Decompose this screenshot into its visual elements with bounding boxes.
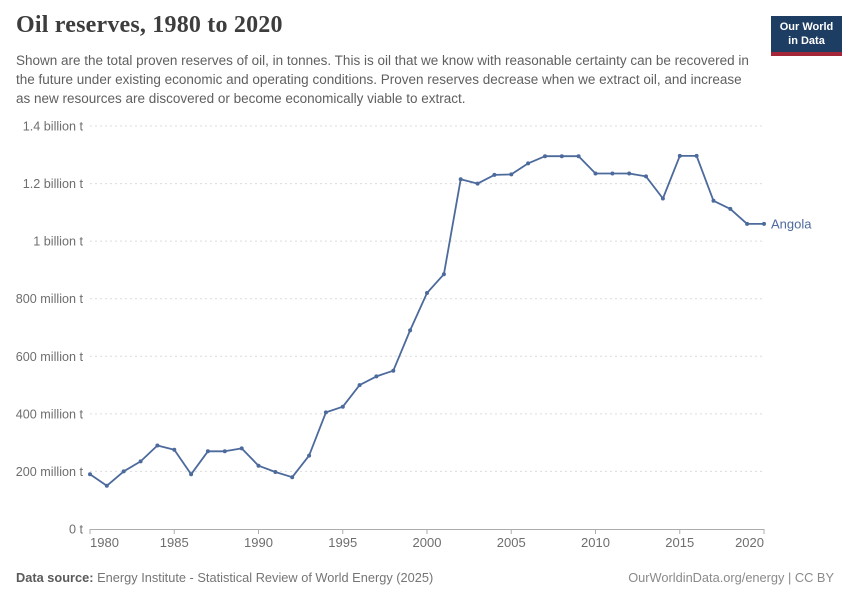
data-point[interactable]: [121, 469, 126, 474]
data-point[interactable]: [593, 171, 598, 176]
data-point[interactable]: [307, 453, 312, 458]
x-tick-label: 2020: [735, 535, 764, 550]
y-tick-label: 200 million t: [16, 465, 84, 479]
x-tick-label: 2005: [497, 535, 526, 550]
data-point[interactable]: [273, 470, 278, 474]
y-tick-label: 600 million t: [16, 350, 84, 364]
data-point[interactable]: [441, 272, 446, 277]
data-point[interactable]: [745, 221, 750, 226]
y-tick-label: 0 t: [69, 523, 84, 537]
data-point[interactable]: [172, 447, 177, 452]
data-point[interactable]: [728, 206, 733, 211]
data-point[interactable]: [559, 154, 564, 159]
page-title: Oil reserves, 1980 to 2020: [16, 12, 283, 38]
series-line: [89, 155, 765, 487]
y-tick-label: 1 billion t: [33, 235, 83, 249]
data-point[interactable]: [222, 449, 227, 454]
data-point[interactable]: [189, 472, 194, 477]
x-tick-label: 2010: [581, 535, 610, 550]
x-tick-label: 2000: [413, 535, 442, 550]
data-point[interactable]: [374, 374, 379, 379]
data-point[interactable]: [88, 472, 92, 477]
data-point[interactable]: [543, 154, 547, 159]
data-point[interactable]: [408, 328, 413, 333]
data-point[interactable]: [239, 446, 244, 451]
data-point[interactable]: [340, 404, 345, 409]
data-point[interactable]: [357, 383, 362, 388]
owid-logo-line2: in Data: [788, 35, 825, 48]
data-point[interactable]: [610, 171, 615, 176]
owid-logo[interactable]: Our World in Data: [771, 16, 842, 56]
data-point[interactable]: [323, 410, 328, 415]
data-point[interactable]: [256, 463, 261, 468]
data-point[interactable]: [104, 483, 109, 488]
data-point[interactable]: [475, 181, 480, 186]
chart-footer: Data source: Energy Institute - Statisti…: [16, 570, 834, 585]
data-source: Data source: Energy Institute - Statisti…: [16, 570, 433, 585]
y-tick-label: 1.2 billion t: [23, 177, 84, 191]
line-chart: 0 t 200 million t 400 million t 600 million…: [16, 120, 812, 551]
x-tick-label: 1985: [160, 535, 189, 550]
data-point[interactable]: [762, 221, 766, 226]
data-point[interactable]: [290, 475, 295, 480]
attribution-link[interactable]: OurWorldinData.org/energy | CC BY: [628, 570, 834, 585]
data-point[interactable]: [694, 153, 699, 158]
y-tick-label: 800 million t: [16, 292, 84, 306]
data-point[interactable]: [711, 198, 716, 203]
data-point[interactable]: [205, 449, 210, 454]
data-point[interactable]: [526, 161, 531, 166]
data-source-label: Data source:: [16, 570, 94, 585]
data-point[interactable]: [458, 177, 463, 182]
x-tick-label: 1995: [328, 535, 357, 550]
x-tick-label: 2015: [665, 535, 694, 550]
x-tick-label: 1990: [244, 535, 273, 550]
owid-logo-line1: Our World: [779, 21, 834, 33]
data-point[interactable]: [627, 171, 632, 176]
data-point[interactable]: [391, 368, 396, 373]
data-point[interactable]: [644, 174, 648, 179]
y-tick-label: 400 million t: [16, 407, 84, 421]
data-point[interactable]: [425, 291, 429, 295]
data-point[interactable]: [155, 443, 160, 448]
data-point[interactable]: [492, 172, 497, 177]
series-label-angola[interactable]: Angola: [771, 216, 812, 231]
data-point[interactable]: [660, 196, 665, 201]
data-point[interactable]: [138, 459, 143, 464]
x-tick-label: 1980: [90, 535, 119, 550]
data-point[interactable]: [509, 172, 514, 177]
chart-subtitle: Shown are the total proven reserves of o…: [16, 53, 749, 107]
y-tick-label: 1.4 billion t: [23, 120, 84, 134]
data-point[interactable]: [576, 154, 581, 159]
data-source-text: Energy Institute - Statistical Review of…: [93, 570, 434, 585]
data-point[interactable]: [677, 153, 682, 158]
